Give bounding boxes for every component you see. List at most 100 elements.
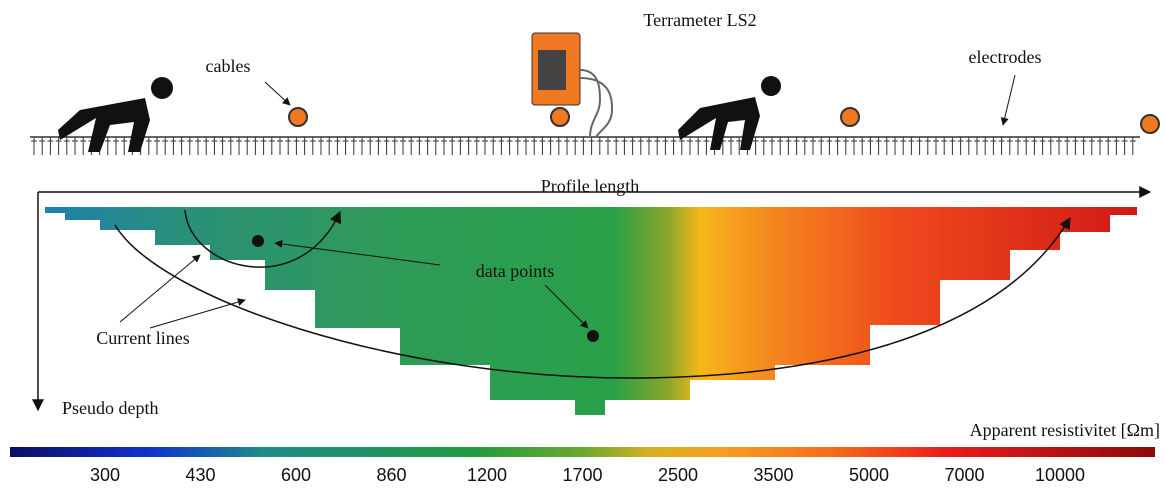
electrode (695, 137, 701, 155)
electrode (64, 137, 70, 155)
electrode (425, 137, 431, 155)
electrode (474, 137, 480, 155)
electrode (679, 137, 685, 155)
electrode (441, 137, 447, 155)
electrode (671, 137, 677, 155)
data-points-label: data points (476, 261, 555, 281)
electrode (507, 137, 513, 155)
cables-label: cables (206, 56, 251, 76)
electrode (851, 137, 857, 155)
electrode (302, 137, 308, 155)
electrode (203, 137, 209, 155)
electrode (892, 137, 898, 155)
electrode (228, 137, 234, 155)
electrode (925, 137, 931, 155)
electrode (498, 137, 504, 155)
electrode (548, 137, 554, 155)
electrode (982, 137, 988, 155)
electrode (31, 137, 37, 155)
electrode (523, 137, 529, 155)
electrode (966, 137, 972, 155)
electrode (777, 137, 783, 155)
electrode (843, 137, 849, 155)
electrode (1072, 137, 1078, 155)
electrode (318, 137, 324, 155)
colorbar-tick-label: 2500 (658, 465, 698, 485)
electrode (1048, 137, 1054, 155)
electrode (687, 137, 693, 155)
electrode (154, 137, 160, 155)
electrode (449, 137, 455, 155)
electrode (1056, 137, 1062, 155)
electrode (794, 137, 800, 155)
electrode (334, 137, 340, 155)
electrode (1040, 137, 1046, 155)
electrode (990, 137, 996, 155)
electrode (613, 137, 619, 155)
electrode (277, 137, 283, 155)
electrode (941, 137, 947, 155)
electrode (597, 137, 603, 155)
colorbar-tick-label: 430 (185, 465, 215, 485)
electrode (802, 137, 808, 155)
electrode (392, 137, 398, 155)
data-point (587, 330, 599, 342)
electrode (482, 137, 488, 155)
electrode (310, 137, 316, 155)
electrode (1113, 137, 1119, 155)
electrode (47, 137, 53, 155)
electrode (859, 137, 865, 155)
electrode (1064, 137, 1070, 155)
electrode (564, 137, 570, 155)
electrode (326, 137, 332, 155)
electrode (1089, 137, 1095, 155)
electrodes-label: electrodes (969, 47, 1042, 67)
colorbar-tick-label: 10000 (1035, 465, 1085, 485)
electrode (433, 137, 439, 155)
electrode (703, 137, 709, 155)
electrode (900, 137, 906, 155)
electrode (384, 137, 390, 155)
electrode (867, 137, 873, 155)
data-point (252, 235, 264, 247)
electrode (826, 137, 832, 155)
electrode (113, 137, 119, 155)
electrode (170, 137, 176, 155)
electrode (195, 137, 201, 155)
electrode (662, 137, 668, 155)
electrode (490, 137, 496, 155)
electrode (80, 137, 86, 155)
electrode (949, 137, 955, 155)
electrode (621, 137, 627, 155)
electrode (367, 137, 373, 155)
electrode (220, 137, 226, 155)
electrode (39, 137, 45, 155)
current-lines-label: Current lines (96, 328, 189, 348)
electrode (761, 137, 767, 155)
electrode (556, 137, 562, 155)
electrode (343, 137, 349, 155)
electrode (211, 137, 217, 155)
electrode (179, 137, 185, 155)
colorbar-tick-label: 1200 (467, 465, 507, 485)
electrode (638, 137, 644, 155)
electrode (457, 137, 463, 155)
electrode (728, 137, 734, 155)
electrode (999, 137, 1005, 155)
electrode (589, 137, 595, 155)
electrode (810, 137, 816, 155)
electrode (244, 137, 250, 155)
terrameter (532, 33, 612, 137)
electrode (835, 137, 841, 155)
electrode (146, 137, 152, 155)
electrode (1031, 137, 1037, 155)
electrode (351, 137, 357, 155)
colorbar-title: Apparent resistivitet [Ωm] (970, 420, 1160, 440)
electrode (1007, 137, 1013, 155)
electrode (908, 137, 914, 155)
electrode (466, 137, 472, 155)
electrode (121, 137, 127, 155)
electrode (1081, 137, 1087, 155)
electrode (252, 137, 258, 155)
